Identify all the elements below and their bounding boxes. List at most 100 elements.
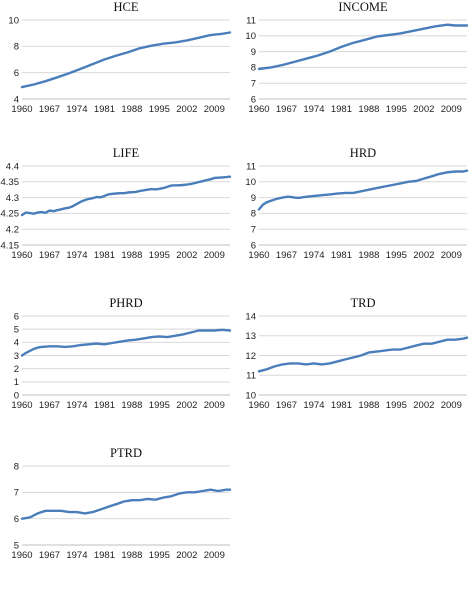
y-tick-label: 9 (251, 193, 256, 204)
x-tick-label: 1974 (303, 400, 324, 411)
x-tick-label: 1967 (39, 250, 60, 261)
x-tick-label: 1960 (248, 104, 269, 115)
y-tick-label: 4.4 (6, 161, 19, 172)
y-tick-label: 4.35 (1, 177, 20, 188)
chart-title: HCE (114, 0, 139, 14)
x-tick-label: 1981 (331, 400, 352, 411)
chart-title: HRD (350, 146, 376, 160)
x-tick-label: 1981 (331, 250, 352, 261)
x-tick-label: 1988 (358, 400, 379, 411)
x-tick-label: 1995 (149, 400, 170, 411)
x-tick-label: 1960 (248, 250, 269, 261)
x-tick-label: 1988 (358, 250, 379, 261)
y-tick-label: 7 (251, 79, 256, 90)
y-tick-label: 4.2 (6, 225, 19, 236)
x-tick-label: 2002 (413, 250, 434, 261)
x-tick-label: 1981 (94, 104, 115, 115)
x-tick-label: 1988 (121, 250, 142, 261)
x-tick-label: 1995 (386, 104, 407, 115)
series-line-income (259, 25, 467, 69)
chart-title: PTRD (110, 446, 142, 460)
x-tick-label: 1960 (11, 250, 32, 261)
y-tick-label: 6 (14, 68, 19, 79)
x-tick-label: 1988 (121, 400, 142, 411)
x-tick-label: 1988 (121, 550, 142, 561)
y-tick-label: 10 (8, 15, 19, 26)
y-tick-label: 8 (251, 63, 256, 74)
x-tick-label: 1967 (39, 104, 60, 115)
x-tick-label: 1960 (248, 400, 269, 411)
x-tick-label: 1974 (66, 250, 87, 261)
x-tick-label: 2009 (204, 400, 225, 411)
series-line-ptrd (22, 490, 230, 519)
y-tick-label: 6 (14, 311, 19, 322)
y-tick-label: 5 (14, 324, 19, 335)
x-tick-label: 1960 (11, 400, 32, 411)
x-tick-label: 1974 (66, 550, 87, 561)
x-tick-label: 1974 (66, 400, 87, 411)
x-tick-label: 1974 (303, 250, 324, 261)
x-tick-label: 2002 (176, 400, 197, 411)
x-tick-label: 1967 (276, 250, 297, 261)
chart-title: LIFE (113, 146, 140, 160)
series-line-hrd (259, 171, 467, 210)
x-tick-label: 1995 (149, 550, 170, 561)
x-tick-label: 2009 (204, 550, 225, 561)
x-tick-label: 2002 (413, 104, 434, 115)
x-tick-label: 1981 (94, 400, 115, 411)
y-tick-label: 11 (246, 371, 256, 382)
y-tick-label: 4.25 (1, 209, 20, 220)
y-tick-label: 8 (251, 209, 256, 220)
y-tick-label: 1 (14, 377, 19, 388)
x-tick-label: 1981 (94, 550, 115, 561)
x-tick-label: 1995 (149, 104, 170, 115)
x-tick-label: 1967 (276, 400, 297, 411)
y-tick-label: 4 (14, 338, 19, 349)
x-tick-label: 2002 (413, 400, 434, 411)
x-tick-label: 1960 (11, 104, 32, 115)
x-tick-label: 1995 (386, 250, 407, 261)
chart-title: INCOME (338, 0, 388, 14)
x-tick-label: 1995 (149, 250, 170, 261)
x-tick-label: 2009 (204, 104, 225, 115)
x-tick-label: 1988 (358, 104, 379, 115)
chart-title: PHRD (109, 296, 142, 310)
series-line-hce (22, 33, 230, 88)
y-tick-label: 6 (14, 514, 19, 525)
x-tick-label: 1967 (39, 400, 60, 411)
x-tick-label: 1974 (303, 104, 324, 115)
x-tick-label: 2009 (204, 250, 225, 261)
y-tick-label: 11 (246, 161, 256, 172)
y-tick-label: 2 (14, 364, 19, 375)
x-tick-label: 2002 (176, 550, 197, 561)
x-tick-label: 2009 (441, 400, 462, 411)
y-tick-label: 12 (245, 351, 256, 362)
x-tick-label: 2002 (176, 104, 197, 115)
y-tick-label: 7 (251, 225, 256, 236)
x-tick-label: 1981 (331, 104, 352, 115)
y-tick-label: 3 (14, 351, 19, 362)
x-tick-label: 1988 (121, 104, 142, 115)
x-tick-label: 2009 (441, 104, 462, 115)
y-tick-label: 8 (14, 461, 19, 472)
y-tick-label: 8 (14, 42, 19, 53)
x-tick-label: 1995 (386, 400, 407, 411)
chart-title: TRD (351, 296, 376, 310)
x-tick-label: 1960 (11, 550, 32, 561)
y-tick-label: 11 (246, 15, 256, 26)
x-tick-label: 2002 (176, 250, 197, 261)
y-tick-label: 13 (245, 331, 256, 342)
y-tick-label: 10 (245, 177, 256, 188)
series-line-life (22, 177, 230, 215)
series-line-trd (259, 338, 467, 372)
x-tick-label: 1967 (276, 104, 297, 115)
y-tick-label: 10 (245, 31, 256, 42)
y-tick-label: 7 (14, 488, 19, 499)
y-tick-label: 9 (251, 47, 256, 58)
